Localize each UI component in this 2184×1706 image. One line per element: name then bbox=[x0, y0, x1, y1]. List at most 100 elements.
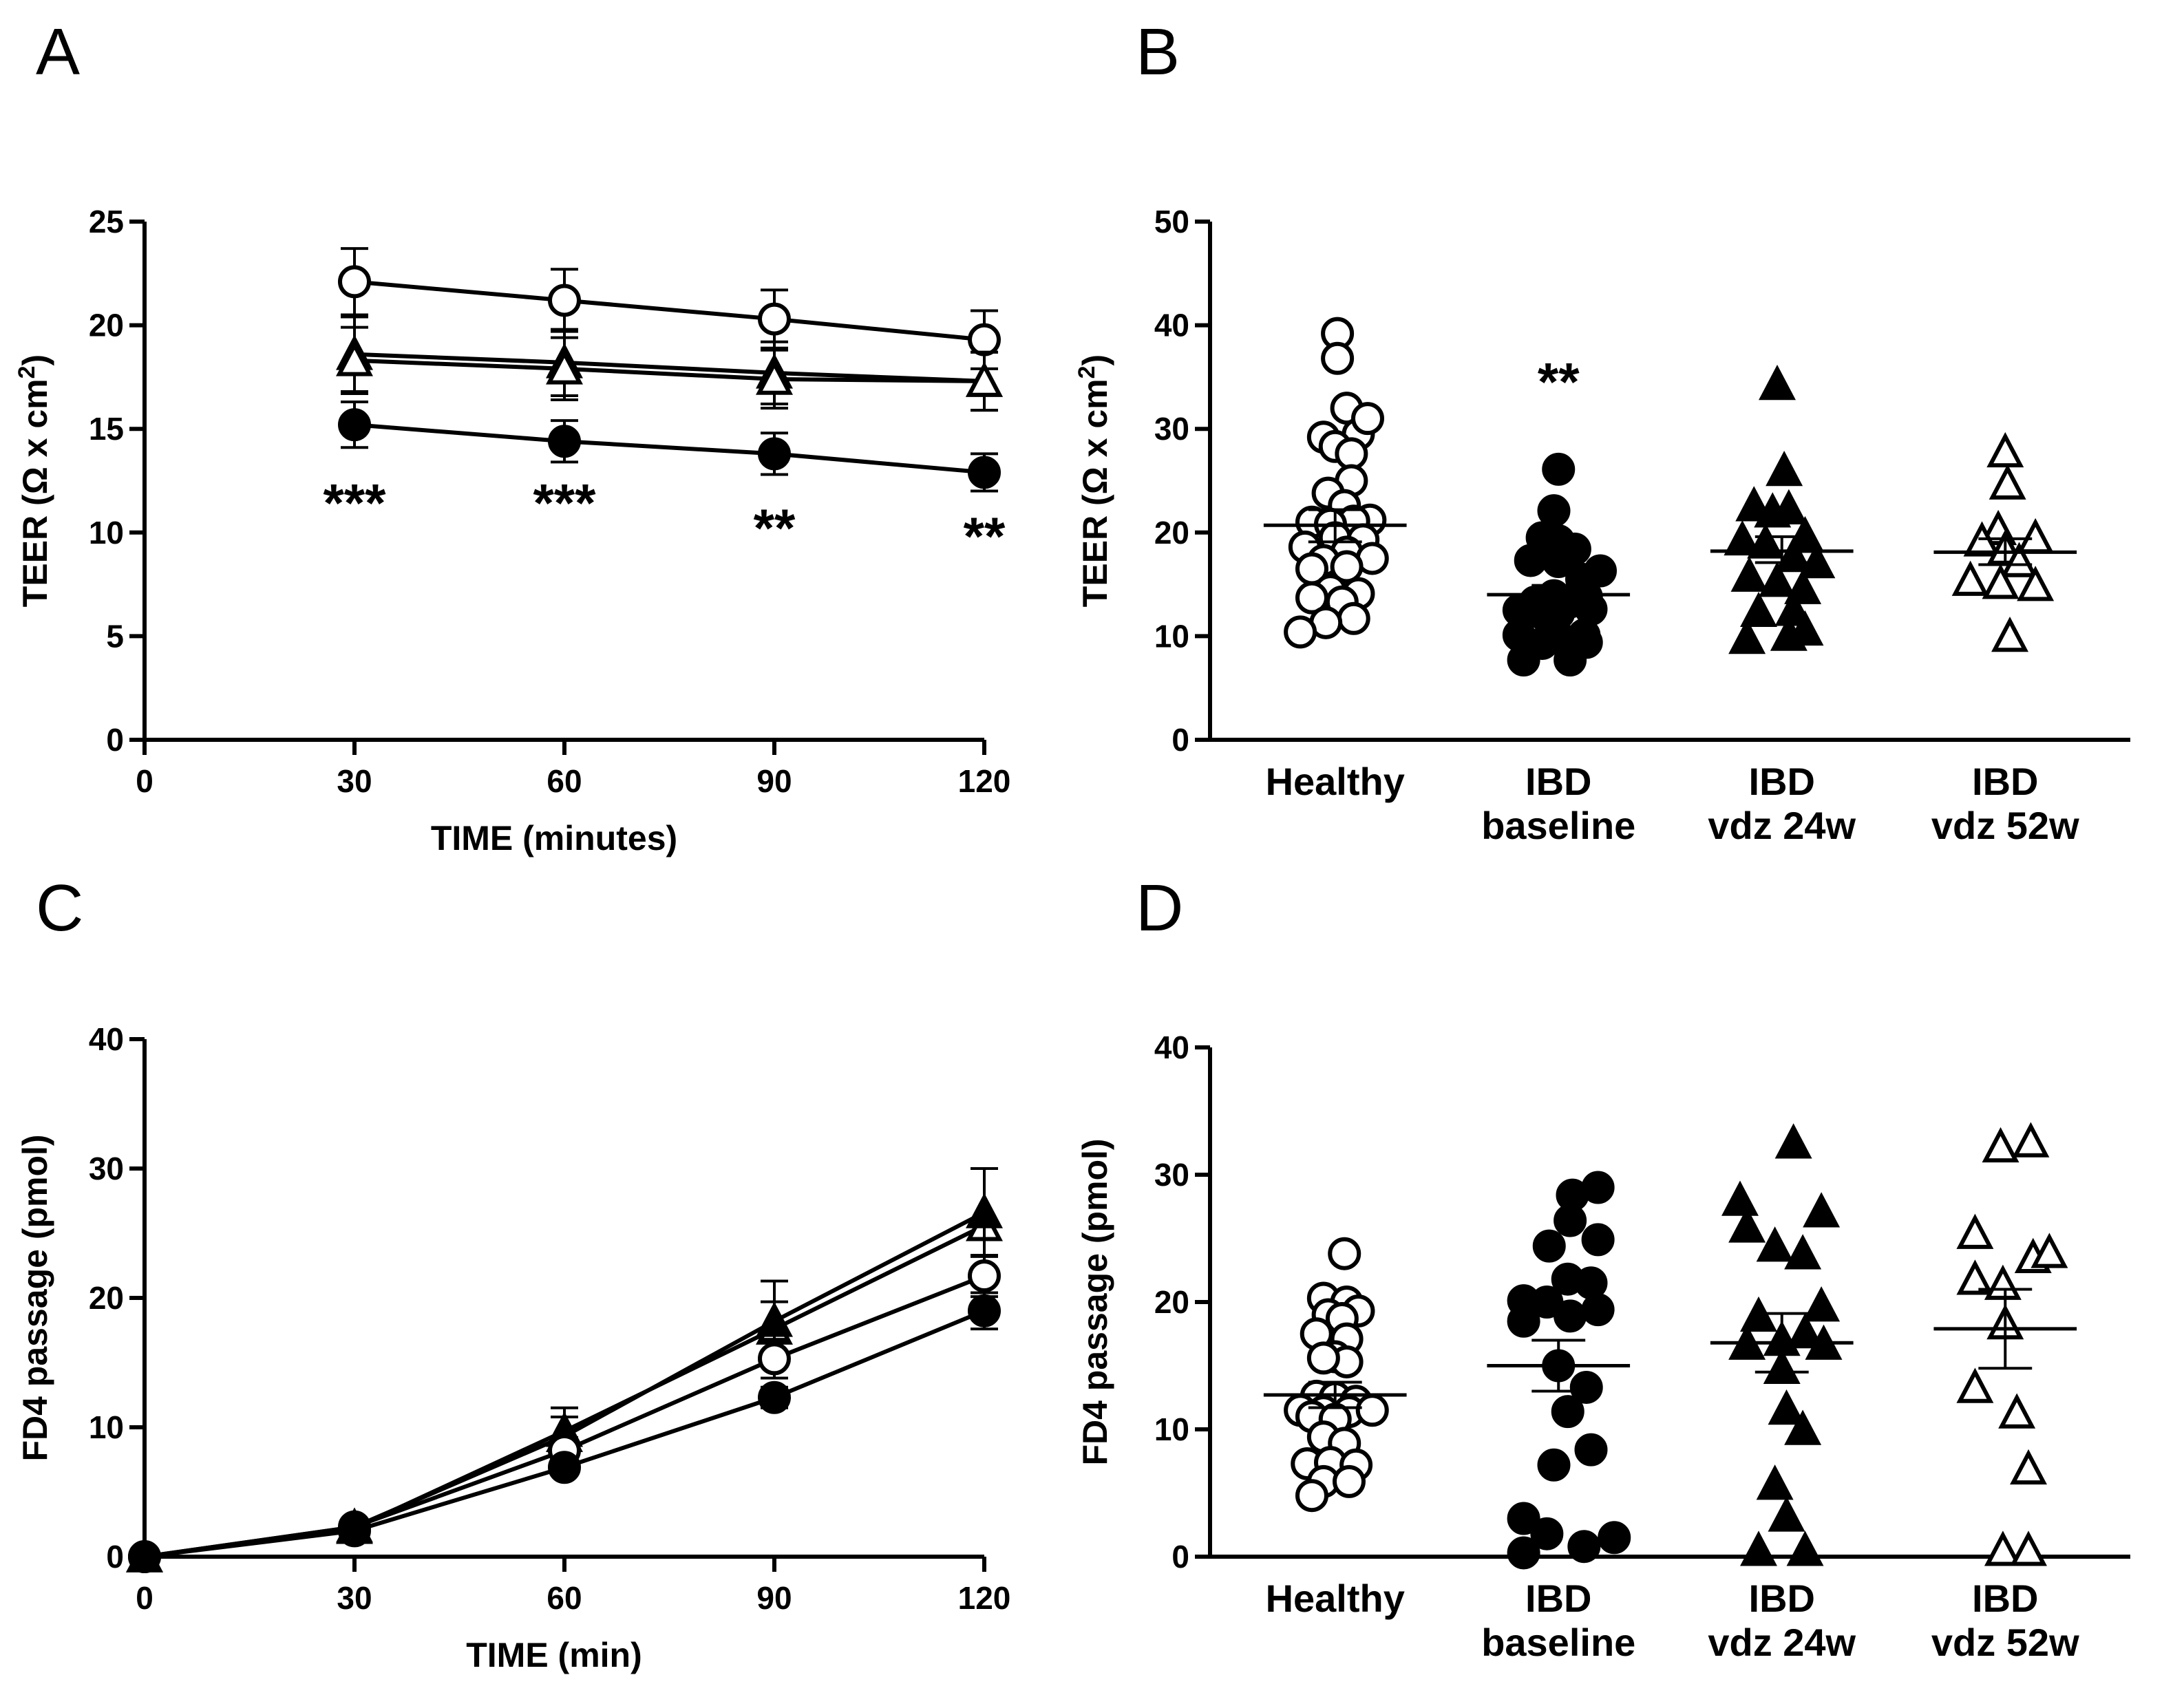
data-point bbox=[758, 1342, 791, 1376]
chart-c-fd4-time: 0 10 20 30 40 0 30 60 90 120 TIME (min) FD4 passage… bbox=[16, 1021, 1010, 1674]
data-point bbox=[758, 1380, 791, 1414]
data-point bbox=[1567, 1530, 1601, 1564]
category-label-line: vdz 24w bbox=[1708, 1621, 1856, 1664]
category-label: IBD vdz 24w bbox=[1708, 760, 1856, 847]
data-point bbox=[1598, 1521, 1631, 1555]
data-point bbox=[968, 1294, 1001, 1328]
data-point bbox=[1554, 1204, 1587, 1237]
category-label-line: vdz 52w bbox=[1931, 804, 2079, 847]
y-axis-label-superscript: 2 bbox=[1074, 365, 1100, 378]
x-tick-label: 120 bbox=[958, 1580, 1011, 1616]
significance-label: *** bbox=[533, 473, 596, 533]
category-label-line: Healthy bbox=[1266, 760, 1405, 803]
series-line bbox=[354, 279, 985, 342]
series-healthy bbox=[338, 247, 1001, 370]
data-point bbox=[1756, 1464, 1794, 1500]
y-tick-label: 0 bbox=[1171, 1539, 1189, 1575]
y-tick-label: 30 bbox=[1154, 411, 1189, 447]
y-axis-label-part: ) bbox=[16, 354, 54, 366]
data-point bbox=[1295, 1479, 1328, 1513]
series-ibd-vdz-52w bbox=[126, 1167, 1003, 1572]
data-point bbox=[1774, 590, 1812, 626]
category-label: IBD vdz 52w bbox=[1931, 1577, 2079, 1664]
data-point bbox=[338, 265, 371, 299]
data-point bbox=[1951, 560, 1989, 596]
data-point bbox=[1530, 1517, 1564, 1550]
y-tick-label: 20 bbox=[89, 308, 124, 343]
data-point bbox=[1803, 1192, 1841, 1228]
data-point bbox=[1768, 1496, 1805, 1532]
series-ibd-baseline bbox=[128, 1291, 1001, 1573]
data-point bbox=[1991, 616, 2028, 652]
category-label-line: IBD bbox=[1972, 1577, 2038, 1620]
x-tick-label: 60 bbox=[547, 763, 582, 799]
y-tick-label: 0 bbox=[106, 722, 124, 758]
x-tick-label: 0 bbox=[136, 1580, 153, 1616]
group-ibd-vdz-52w bbox=[1933, 431, 2077, 652]
y-tick-label: 20 bbox=[1154, 1284, 1189, 1320]
data-point bbox=[968, 456, 1001, 489]
y-tick-label: 20 bbox=[1154, 515, 1189, 551]
data-point bbox=[1786, 515, 1824, 552]
data-point bbox=[336, 341, 373, 376]
data-point bbox=[968, 323, 1001, 356]
significance-label: *** bbox=[323, 473, 386, 533]
data-point bbox=[1306, 1341, 1340, 1375]
data-point bbox=[1759, 365, 1796, 401]
data-point bbox=[1337, 601, 1370, 635]
data-point bbox=[1770, 489, 1807, 524]
data-point bbox=[1537, 1448, 1571, 1482]
data-point bbox=[1728, 1207, 1766, 1243]
y-tick-label: 40 bbox=[89, 1021, 124, 1057]
group-healthy bbox=[1263, 317, 1407, 649]
category-label-line: Healthy bbox=[1266, 1577, 1405, 1620]
category-label: IBD vdz 52w bbox=[1931, 760, 2079, 847]
panel-label-b: B bbox=[1136, 15, 1180, 89]
data-point bbox=[1735, 486, 1773, 522]
data-point bbox=[1355, 1394, 1389, 1427]
data-point bbox=[1784, 1409, 1822, 1445]
y-tick-label: 50 bbox=[1154, 204, 1189, 239]
data-point bbox=[1740, 1531, 1777, 1566]
y-tick-label: 30 bbox=[89, 1151, 124, 1186]
series-ibd-vdz-24w bbox=[126, 1167, 1003, 1572]
data-point bbox=[1740, 1296, 1777, 1332]
x-tick-label: 120 bbox=[958, 763, 1011, 799]
data-point bbox=[1569, 1370, 1603, 1404]
group-ibd-baseline bbox=[1487, 1171, 1631, 1570]
group-ibd-vdz-24w bbox=[1710, 365, 1854, 654]
group-healthy bbox=[1263, 1237, 1407, 1513]
y-tick-label: 10 bbox=[89, 1409, 124, 1445]
category-label: Healthy bbox=[1266, 760, 1405, 803]
data-point bbox=[548, 425, 581, 458]
category-label: Healthy bbox=[1266, 1577, 1405, 1620]
y-tick-label: 40 bbox=[1154, 1030, 1189, 1065]
series-ibd-vdz-52w bbox=[336, 326, 1003, 412]
data-point bbox=[338, 1514, 371, 1548]
y-tick-label: 0 bbox=[106, 1539, 124, 1575]
y-tick-label: 30 bbox=[1154, 1157, 1189, 1193]
data-point bbox=[756, 1301, 793, 1337]
panel-label-a: A bbox=[36, 15, 80, 89]
category-label: IBD vdz 24w bbox=[1708, 1577, 1856, 1664]
data-point bbox=[1730, 556, 1768, 592]
data-point bbox=[1984, 1264, 2022, 1300]
group-ibd-baseline bbox=[1487, 452, 1631, 677]
y-axis-label-part: TEER (Ω x cm bbox=[16, 378, 54, 607]
x-tick-label: 30 bbox=[337, 763, 372, 799]
data-point bbox=[1956, 1213, 1994, 1249]
data-point bbox=[1774, 1123, 1812, 1159]
data-point bbox=[128, 1540, 161, 1573]
data-point bbox=[1786, 1531, 1824, 1566]
data-point bbox=[1537, 494, 1571, 528]
category-label: IBD baseline bbox=[1481, 1577, 1635, 1664]
data-point bbox=[1530, 1286, 1564, 1319]
data-point bbox=[968, 1259, 1001, 1293]
y-axis-label: FD4 passage (pmol) bbox=[1076, 1138, 1114, 1465]
y-axis-label: TEER (Ω x cm2) bbox=[14, 354, 54, 607]
category-label-line: IBD bbox=[1749, 760, 1815, 803]
data-point bbox=[1574, 1266, 1608, 1300]
